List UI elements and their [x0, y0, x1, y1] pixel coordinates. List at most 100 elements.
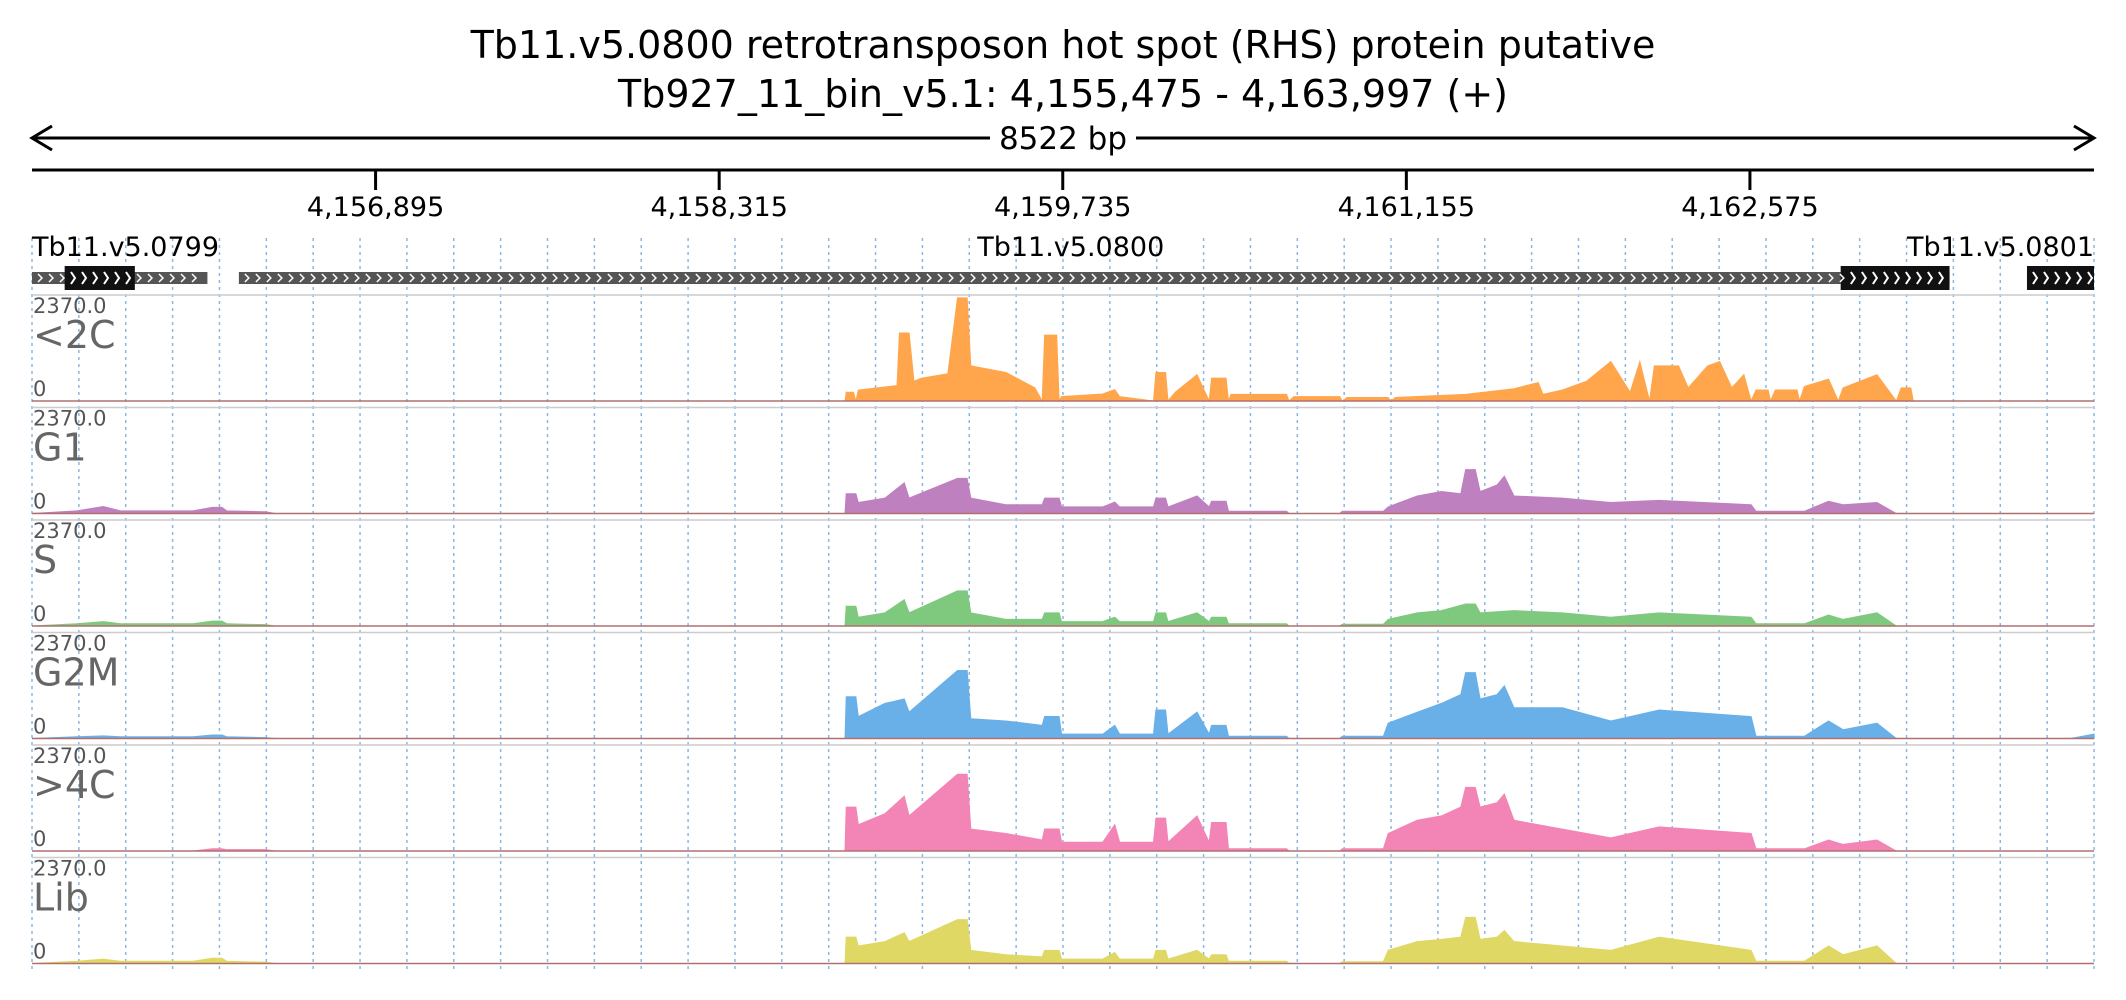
strand-arrow: [1718, 273, 1724, 283]
gridlines: [31, 238, 2095, 970]
strand-arrow: [1938, 271, 1945, 285]
strand-arrow: [1850, 271, 1857, 285]
strand-arrow: [1003, 273, 1009, 283]
strand-arrow: [640, 273, 646, 283]
strand-arrow: [1751, 273, 1757, 283]
strand-arrow: [1795, 273, 1801, 283]
x-tick-label: 4,158,315: [650, 192, 787, 223]
strand-arrow: [585, 273, 591, 283]
strand-arrow: [125, 271, 132, 285]
axis-ticks: 4,156,895 4,158,315 4,159,735 4,161,155 4,16…: [307, 170, 1819, 223]
coverage-area: [31, 916, 2094, 964]
track-name: G1: [33, 426, 87, 470]
gene-model[interactable]: Tb11.v5.0799: [31, 232, 219, 290]
strand-arrow: [816, 273, 822, 283]
strand-arrow: [750, 273, 756, 283]
strand-arrow: [1575, 273, 1581, 283]
x-tick-label: 4,156,895: [307, 192, 444, 223]
strand-arrow: [1025, 273, 1031, 283]
coverage-area: [31, 669, 2095, 739]
gene-model[interactable]: Tb11.v5.0801: [1906, 232, 2094, 290]
region-coordinates: Tb927_11_bin_v5.1: 4,155,475 - 4,163,997…: [617, 72, 1508, 116]
strand-arrow: [838, 273, 844, 283]
strand-arrow: [442, 273, 448, 283]
strand-arrow: [706, 273, 712, 283]
track-min-label: 0: [33, 377, 46, 401]
strand-arrow: [1828, 273, 1834, 283]
strand-arrow: [1531, 273, 1537, 283]
track-min-label: 0: [33, 602, 46, 626]
gene-utr: [238, 272, 1950, 284]
strand-arrow: [915, 273, 921, 283]
strand-arrow: [1586, 273, 1592, 283]
strand-arrow: [1069, 273, 1075, 283]
strand-arrow: [158, 273, 165, 283]
strand-arrow: [321, 273, 327, 283]
strand-arrow: [860, 273, 866, 283]
strand-arrow: [1091, 273, 1097, 283]
strand-arrow: [70, 271, 77, 285]
strand-arrow: [2054, 271, 2061, 285]
gene-cds: [1840, 266, 1950, 290]
strand-arrow: [1135, 273, 1141, 283]
strand-arrow: [1630, 273, 1636, 283]
gene-label: Tb11.v5.0800: [976, 232, 1164, 263]
strand-arrow: [1839, 273, 1845, 283]
strand-arrow: [81, 271, 88, 285]
strand-arrow: [1696, 273, 1702, 283]
strand-arrow: [948, 273, 954, 283]
strand-arrow: [1036, 273, 1042, 283]
figure-title: Tb11.v5.0800 retrotransposon hot spot (R…: [470, 23, 1656, 67]
track-max-label: 2370.0: [33, 294, 106, 318]
coverage-track: 2370.0G1 0: [31, 407, 2094, 515]
track-max-label: 2370.0: [33, 744, 106, 768]
strand-arrow: [1784, 273, 1790, 283]
strand-arrow: [1146, 273, 1152, 283]
strand-arrow: [761, 273, 767, 283]
strand-arrow: [1619, 273, 1625, 283]
strand-arrow: [1740, 273, 1746, 283]
strand-arrow: [1311, 273, 1317, 283]
coverage-track: 2370.0<2C 0: [32, 294, 2094, 403]
strand-arrow: [1509, 273, 1515, 283]
coverage-area: [32, 297, 2094, 403]
strand-arrow: [398, 273, 404, 283]
strand-arrow: [1465, 273, 1471, 283]
strand-arrow: [717, 273, 723, 283]
strand-arrow: [1454, 273, 1460, 283]
track-min-label: 0: [33, 490, 46, 514]
x-tick-label: 4,162,575: [1681, 192, 1818, 223]
strand-arrow: [673, 273, 679, 283]
track-name: G2M: [33, 651, 119, 695]
strand-arrow: [288, 273, 294, 283]
gene-model[interactable]: Tb11.v5.0800: [238, 232, 1950, 290]
strand-arrow: [530, 273, 536, 283]
coverage-tracks: 2370.0<2C02370.0G102370.0S02370.0G2M0237…: [31, 294, 2095, 965]
track-max-label: 2370.0: [33, 519, 106, 543]
strand-arrow: [497, 273, 503, 283]
strand-arrow: [1597, 273, 1603, 283]
span-arrow-left: [29, 124, 53, 152]
strand-arrow: [1498, 273, 1504, 283]
strand-arrow: [904, 273, 910, 283]
strand-arrow: [1762, 273, 1768, 283]
strand-arrow: [2087, 271, 2094, 285]
strand-arrow: [1058, 273, 1064, 283]
strand-arrow: [59, 273, 66, 283]
track-name: Lib: [33, 876, 89, 920]
strand-arrow: [486, 273, 492, 283]
strand-arrow: [1267, 273, 1273, 283]
strand-arrow: [1234, 273, 1240, 283]
strand-arrow: [464, 273, 470, 283]
strand-arrow: [1102, 273, 1108, 283]
strand-arrow: [882, 273, 888, 283]
strand-arrow: [1014, 273, 1020, 283]
strand-arrow: [1663, 273, 1669, 283]
strand-arrow: [1278, 273, 1284, 283]
strand-arrow: [662, 273, 668, 283]
strand-arrow: [1487, 273, 1493, 283]
track-max-label: 2370.0: [33, 857, 106, 881]
strand-arrow: [1399, 273, 1405, 283]
strand-arrow: [1113, 273, 1119, 283]
